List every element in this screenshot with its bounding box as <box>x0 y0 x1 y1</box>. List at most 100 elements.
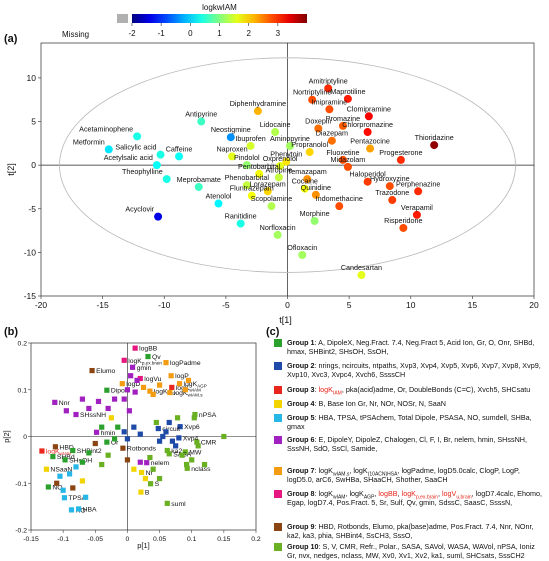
loading-point <box>221 433 227 440</box>
loading-point <box>121 396 127 402</box>
point-label: Pindolol <box>234 153 260 162</box>
data-point <box>385 182 394 191</box>
loading-label: Or <box>111 440 119 447</box>
point-label: Caffeine <box>166 144 193 153</box>
data-point <box>366 144 375 153</box>
point-label: Lorazepam <box>250 179 286 188</box>
point-label: Imipramine <box>312 97 348 106</box>
data-point <box>343 94 352 103</box>
legend-swatch <box>274 386 282 394</box>
data-point <box>274 173 283 182</box>
colorbar-tick-label: -2 <box>128 29 136 38</box>
loading-point <box>79 459 86 465</box>
loading-point <box>166 419 172 426</box>
loading-label: Xvp6 <box>184 424 200 431</box>
point-label: Cocaine <box>292 177 318 186</box>
loading-point <box>150 466 156 472</box>
point-label: Diazepam <box>316 129 348 138</box>
loading-label: HBD <box>59 444 73 451</box>
data-point <box>214 199 223 208</box>
data-point <box>236 219 245 228</box>
data-point <box>396 155 405 164</box>
point-label: Haloperidol <box>349 170 386 179</box>
legend-text: Group 2: nrings, ncircuits, ntpaths, Xvp… <box>287 361 541 380</box>
loading-point <box>45 484 51 490</box>
loading-label: Nr <box>146 470 154 477</box>
loading-label: logKAGP <box>184 381 207 389</box>
loading-point <box>164 500 170 506</box>
point-label: Acetaminophene <box>79 124 133 133</box>
loading-point <box>111 396 118 402</box>
loading-point <box>95 398 102 405</box>
y-tick-label: 0.2 <box>18 341 28 348</box>
loading-point <box>120 445 126 451</box>
point-label: Theophylline <box>122 167 163 176</box>
point-label: Acetylsalic acid <box>104 153 153 162</box>
loading-label: S <box>155 481 160 488</box>
x-tick-label: 5 <box>347 300 352 310</box>
data-point <box>247 191 256 200</box>
x-tick-label: 20 <box>529 300 539 310</box>
point-label: Fluntrazepam <box>230 184 274 193</box>
x-tick-label: 0.2 <box>251 536 261 543</box>
point-label: Norfloxacin <box>260 223 296 232</box>
point-label: Temazapam <box>288 167 327 176</box>
loading-point <box>108 415 114 421</box>
legend-swatch <box>274 467 282 475</box>
loading-point <box>52 444 59 450</box>
loading-point <box>73 411 79 418</box>
legend-swatch <box>274 400 282 408</box>
y-tick-label: -5 <box>28 204 36 214</box>
loading-point <box>167 389 173 396</box>
x-tick-label: 0.15 <box>217 536 230 543</box>
legend-text: Group 9: HBD, Rotbonds, Elumo, pka(base)… <box>287 522 534 541</box>
loading-point <box>66 471 73 477</box>
x-tick-label: -20 <box>35 300 48 310</box>
loading-point <box>115 424 121 430</box>
legend-text: Group 5: HBA, TPSA, tPSAchem, Total Dipo… <box>287 413 532 432</box>
loading-point <box>52 399 58 405</box>
point-label: Oxprenolol <box>263 154 298 163</box>
legend-swatch <box>274 490 282 498</box>
data-point <box>226 133 235 142</box>
loading-point <box>111 436 118 442</box>
loading-point <box>179 452 185 458</box>
loading-label: logKp,ex.brain <box>128 358 162 366</box>
data-point <box>357 271 366 280</box>
y-tick-label: -0.1 <box>15 481 27 488</box>
point-label: Pentobarbital <box>238 162 281 171</box>
loading-point <box>185 377 192 383</box>
loading-label: nelem <box>151 460 170 467</box>
loading-point <box>156 438 163 444</box>
y-axis-label: p[2] <box>2 430 11 443</box>
loading-point <box>119 381 125 387</box>
point-label: Acyclovir <box>125 205 154 214</box>
loading-point <box>70 447 76 454</box>
point-label: Trazodone <box>375 188 409 197</box>
loading-label: NO <box>52 484 62 491</box>
colorbar-tick-label: 0 <box>188 29 193 38</box>
data-point <box>303 175 312 184</box>
loading-point <box>173 443 179 449</box>
data-point <box>255 169 264 178</box>
loading-point <box>86 405 92 412</box>
data-point <box>399 223 408 232</box>
x-tick-label: 0.05 <box>153 536 166 543</box>
point-label: Phenobarbital <box>225 173 270 182</box>
loading-point <box>155 425 161 432</box>
loading-label: logPadme <box>170 360 201 367</box>
data-point <box>305 148 314 157</box>
loading-point <box>121 357 127 363</box>
loading-point <box>60 487 66 493</box>
x-tick-label: 0.1 <box>187 536 197 543</box>
point-label: Atenolol <box>205 192 231 201</box>
data-point <box>242 161 251 170</box>
loading-label: logBB <box>139 346 158 353</box>
loading-point <box>86 450 92 456</box>
legend-swatch <box>274 414 282 422</box>
loading-point <box>156 382 163 388</box>
point-label: Metformin <box>73 137 105 146</box>
loading-label: Rotbonds <box>127 446 157 453</box>
point-label: Fluoxetine <box>326 148 359 157</box>
